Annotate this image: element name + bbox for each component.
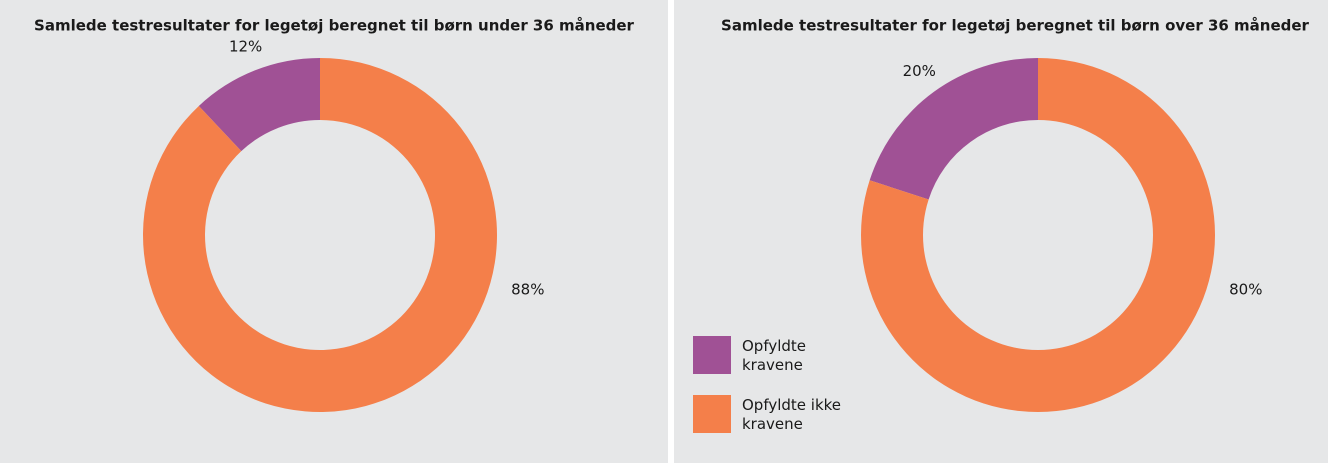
legend-swatch — [693, 395, 731, 433]
donut-slice — [869, 58, 1038, 200]
legend-swatch — [693, 336, 731, 374]
donut-slice — [142, 58, 497, 413]
data-label: 80% — [1229, 281, 1262, 299]
legend-label: Opfyldte kravene — [742, 337, 807, 374]
chart-title: Samlede testresultater for legetøj bereg… — [34, 17, 635, 35]
donut-slice — [198, 58, 320, 152]
data-label: 20% — [903, 62, 936, 80]
chart-title: Samlede testresultater for legetøj bereg… — [721, 17, 1310, 35]
data-label: 12% — [229, 38, 262, 56]
data-label: 88% — [511, 281, 544, 299]
legend-label: Opfyldte ikke kravene — [742, 396, 842, 433]
donut-slice — [861, 58, 1216, 413]
